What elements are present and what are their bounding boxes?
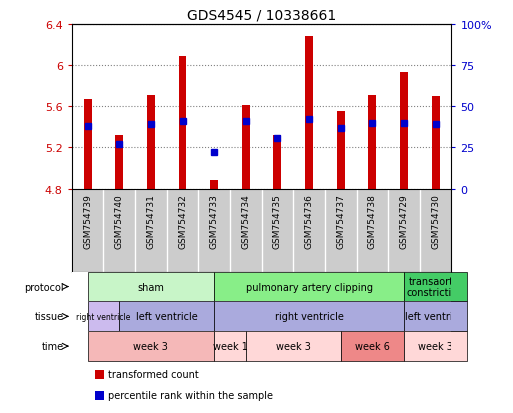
Text: week 1: week 1 xyxy=(212,341,247,351)
Text: week 3: week 3 xyxy=(276,341,311,351)
Bar xyxy=(179,57,187,189)
Text: week 3: week 3 xyxy=(133,341,168,351)
Text: GSM754739: GSM754739 xyxy=(83,193,92,248)
Bar xyxy=(210,181,218,189)
Bar xyxy=(305,37,313,189)
Text: percentile rank within the sample: percentile rank within the sample xyxy=(108,391,273,401)
Bar xyxy=(246,331,341,361)
Text: GSM754735: GSM754735 xyxy=(273,193,282,248)
Title: GDS4545 / 10338661: GDS4545 / 10338661 xyxy=(187,8,336,22)
Text: GSM754740: GSM754740 xyxy=(115,193,124,248)
Bar xyxy=(214,331,246,361)
Bar xyxy=(88,272,214,302)
Bar xyxy=(242,106,250,189)
Text: GSM754733: GSM754733 xyxy=(210,193,219,248)
Text: right ventricle: right ventricle xyxy=(76,312,131,321)
Bar xyxy=(368,96,377,189)
Bar xyxy=(341,331,404,361)
Bar xyxy=(94,391,104,400)
Bar xyxy=(214,272,404,302)
Text: right ventricle: right ventricle xyxy=(274,311,344,322)
Bar xyxy=(404,272,467,302)
Bar xyxy=(404,331,467,361)
Text: GSM754734: GSM754734 xyxy=(241,193,250,248)
Text: GSM754732: GSM754732 xyxy=(178,193,187,248)
Text: GSM754738: GSM754738 xyxy=(368,193,377,248)
Bar xyxy=(88,331,214,361)
Text: left ventricle: left ventricle xyxy=(405,311,466,322)
Bar xyxy=(115,136,123,189)
Bar xyxy=(431,97,440,189)
Bar xyxy=(214,302,404,331)
Bar xyxy=(84,100,92,189)
Text: transformed count: transformed count xyxy=(108,370,199,380)
Text: pulmonary artery clipping: pulmonary artery clipping xyxy=(246,282,372,292)
Text: left ventricle: left ventricle xyxy=(136,311,198,322)
Bar xyxy=(147,96,155,189)
Text: GSM754729: GSM754729 xyxy=(400,193,408,248)
Text: GSM754731: GSM754731 xyxy=(146,193,155,248)
Bar xyxy=(94,370,104,379)
Bar xyxy=(273,136,282,189)
Text: GSM754736: GSM754736 xyxy=(305,193,313,248)
Text: week 6: week 6 xyxy=(355,341,390,351)
Text: tissue: tissue xyxy=(35,311,64,322)
Bar xyxy=(119,302,214,331)
Text: sham: sham xyxy=(137,282,164,292)
Bar xyxy=(337,112,345,189)
Text: GSM754730: GSM754730 xyxy=(431,193,440,248)
Text: protocol: protocol xyxy=(25,282,64,292)
Text: GSM754737: GSM754737 xyxy=(336,193,345,248)
Text: transaortic
constriction: transaortic constriction xyxy=(407,276,464,298)
Text: time: time xyxy=(42,341,64,351)
Bar xyxy=(88,302,119,331)
Text: week 3: week 3 xyxy=(418,341,453,351)
Bar xyxy=(400,73,408,189)
Bar xyxy=(404,302,467,331)
